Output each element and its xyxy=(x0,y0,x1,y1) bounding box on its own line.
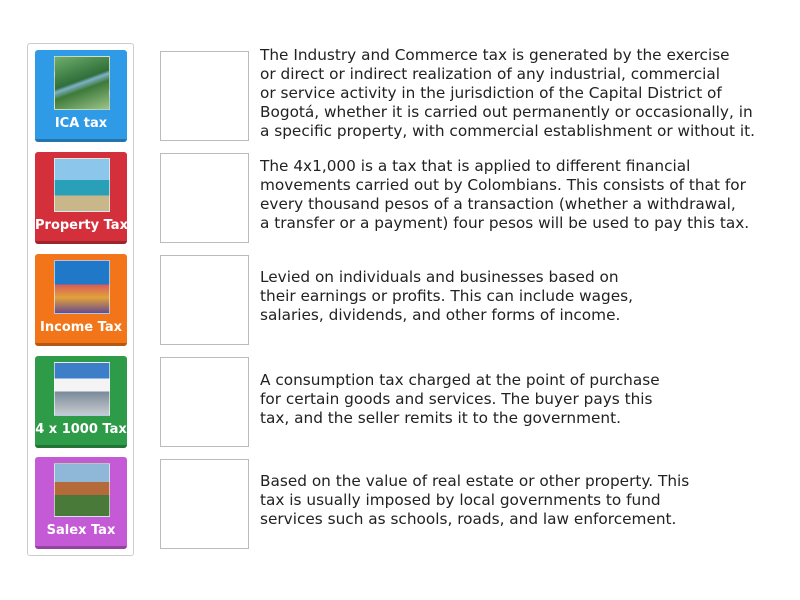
description-line: for certain goods and services. The buye… xyxy=(260,390,653,408)
description: Levied on individuals and businesses bas… xyxy=(260,268,633,325)
description-line: movements carried out by Colombians. Thi… xyxy=(260,176,746,194)
description-line: Levied on individuals and businesses bas… xyxy=(260,268,619,286)
description-line: A consumption tax charged at the point o… xyxy=(260,371,660,389)
description-line: Bogotá, whether it is carried out perman… xyxy=(260,103,753,121)
answer-tile[interactable]: Property Tax xyxy=(35,152,128,244)
tile-image xyxy=(54,158,110,212)
tile-label: 4 x 1000 Tax xyxy=(35,422,127,437)
drop-box[interactable] xyxy=(160,357,249,447)
answer-tile[interactable]: Income Tax xyxy=(35,254,127,346)
tile-image xyxy=(54,56,110,110)
description-line: every thousand pesos of a transaction (w… xyxy=(260,195,736,213)
description-line: tax is usually imposed by local governme… xyxy=(260,491,661,509)
description: The Industry and Commerce tax is generat… xyxy=(260,46,755,141)
description-line: services such as schools, roads, and law… xyxy=(260,510,677,528)
description-line: tax, and the seller remits it to the gov… xyxy=(260,409,621,427)
tile-label: ICA tax xyxy=(54,116,108,131)
description-line: The Industry and Commerce tax is generat… xyxy=(260,46,730,64)
description-line: a specific property, with commercial est… xyxy=(260,122,755,140)
description: The 4x1,000 is a tax that is applied to … xyxy=(260,157,749,233)
tile-panel xyxy=(27,43,134,556)
description-line: or direct or indirect realization of any… xyxy=(260,65,720,83)
tile-image xyxy=(54,463,110,517)
description-line: or service activity in the jurisdiction … xyxy=(260,84,722,102)
drop-box[interactable] xyxy=(160,255,249,345)
answer-tile[interactable]: 4 x 1000 Tax xyxy=(35,356,127,448)
description-line: The 4x1,000 is a tax that is applied to … xyxy=(260,157,691,175)
drop-box[interactable] xyxy=(160,153,249,243)
description-line: a transfer or a payment) four pesos will… xyxy=(260,214,750,232)
tile-label: Salex Tax xyxy=(46,523,116,538)
tile-image xyxy=(54,260,110,314)
drop-box[interactable] xyxy=(160,51,249,141)
answer-tile[interactable]: ICA tax xyxy=(35,50,127,142)
description-line: their earnings or profits. This can incl… xyxy=(260,287,633,305)
description-line: Based on the value of real estate or oth… xyxy=(260,472,690,490)
description: A consumption tax charged at the point o… xyxy=(260,371,660,428)
tile-label: Property Tax xyxy=(35,218,128,233)
drop-box[interactable] xyxy=(160,459,249,549)
description: Based on the value of real estate or oth… xyxy=(260,472,689,529)
tile-label: Income Tax xyxy=(40,320,122,335)
tile-image xyxy=(54,362,110,416)
description-line: salaries, dividends, and other forms of … xyxy=(260,306,621,324)
answer-tile[interactable]: Salex Tax xyxy=(35,457,127,549)
